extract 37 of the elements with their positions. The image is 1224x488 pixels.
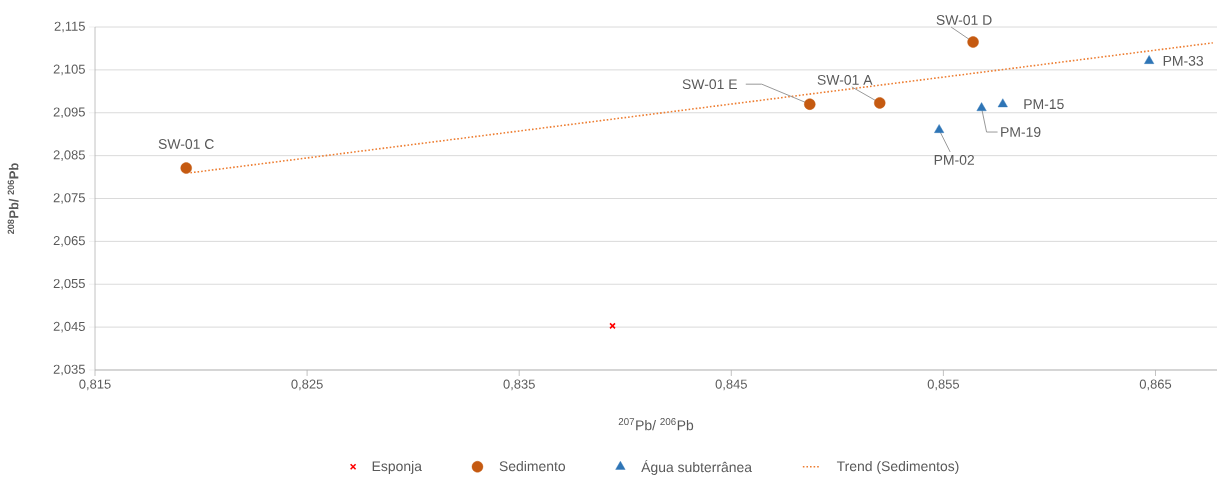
legend-label: Sedimento xyxy=(499,460,566,472)
x-tick-label: 0,865 xyxy=(1139,379,1172,391)
y-tick-label: 2,115 xyxy=(54,21,85,33)
y-tick-label: 2,065 xyxy=(53,236,85,247)
annotation: PM-19 xyxy=(1001,127,1041,137)
point xyxy=(804,98,816,110)
x-tick-label: 0,845 xyxy=(715,379,747,391)
annotation: PM-33 xyxy=(1163,55,1204,66)
point xyxy=(997,98,1008,108)
legend-label: Esponja xyxy=(372,460,422,474)
point xyxy=(1144,55,1155,64)
annotation: SW-01 D xyxy=(936,15,992,25)
y-tick-label: 2,035 xyxy=(53,364,85,376)
x-tick-label: 0,855 xyxy=(927,379,960,391)
annotation: PM-15 xyxy=(1024,99,1064,110)
y-axis-title: $^{208}$Pb/ $^{206}$Pb xyxy=(7,163,19,234)
point xyxy=(180,162,192,174)
y-tick-label: 2,045 xyxy=(53,321,85,333)
annotation: SW-01 C xyxy=(158,139,214,149)
y-tick-label: 2,075 xyxy=(53,193,85,204)
point xyxy=(934,124,945,133)
x-tick-label: 0,825 xyxy=(291,379,323,391)
x-tick-label: 0,835 xyxy=(503,379,535,391)
y-tick-label: 2,105 xyxy=(53,64,85,76)
y-tick-label: 2,085 xyxy=(53,150,85,161)
annotation: SW-01 E xyxy=(682,79,737,90)
point xyxy=(976,102,987,111)
y-tick-label: 2,055 xyxy=(53,278,85,290)
point xyxy=(967,36,979,48)
x-tick-label: 0,815 xyxy=(79,379,111,391)
annotation: PM-02 xyxy=(934,154,974,165)
y-tick-label: 2,095 xyxy=(53,107,85,119)
x-axis-title: $^{207}$Pb/ $^{206}$Pb xyxy=(618,418,694,431)
annotation: SW-01 A xyxy=(817,74,873,85)
legend-label: Trend (Sedimentos) xyxy=(836,460,959,474)
legend-label: Água subterrânea xyxy=(641,459,753,475)
point xyxy=(874,97,886,109)
